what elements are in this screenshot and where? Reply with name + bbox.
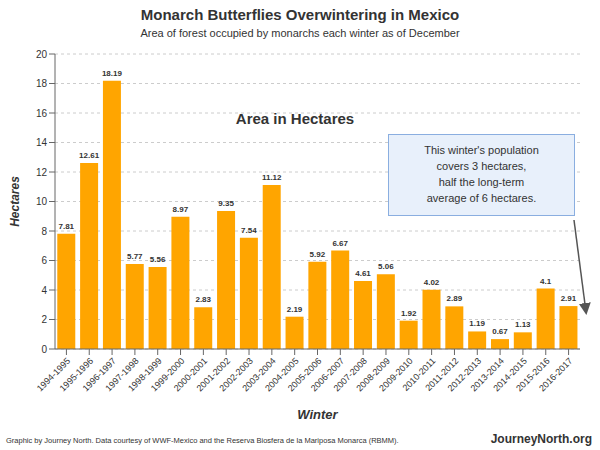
svg-text:6: 6	[41, 255, 47, 266]
svg-text:2005-2006: 2005-2006	[285, 355, 324, 394]
svg-text:4.61: 4.61	[355, 269, 371, 278]
svg-text:2.83: 2.83	[195, 295, 211, 304]
svg-text:0: 0	[41, 344, 47, 355]
svg-text:2.89: 2.89	[447, 294, 463, 303]
svg-text:1994-1995: 1994-1995	[34, 355, 73, 394]
svg-text:2002-2003: 2002-2003	[217, 355, 255, 394]
svg-text:16: 16	[36, 108, 48, 119]
svg-text:2007-2008: 2007-2008	[331, 355, 370, 394]
svg-text:4.1: 4.1	[540, 277, 552, 286]
svg-text:Hectares: Hectares	[8, 176, 22, 227]
html-text:This winter's population cover: This winter's population covers 3 hectar…	[424, 144, 539, 204]
svg-text:2008-2009: 2008-2009	[354, 355, 392, 394]
svg-text:12: 12	[36, 167, 48, 178]
svg-text:10: 10	[36, 196, 48, 207]
svg-text:11.12: 11.12	[262, 173, 282, 182]
html-text:JourneyNorth.org: JourneyNorth.org	[490, 432, 592, 446]
svg-text:7.54: 7.54	[241, 226, 257, 235]
svg-text:2004-2005: 2004-2005	[263, 355, 301, 394]
svg-text:2.91: 2.91	[561, 294, 577, 303]
svg-text:2014-2015: 2014-2015	[491, 355, 529, 394]
html-text:Monarch Butterflies Overwinter: Monarch Butterflies Overwintering in Mex…	[140, 6, 460, 23]
svg-text:14: 14	[36, 137, 48, 148]
svg-text:2016-2017: 2016-2017	[537, 356, 575, 394]
svg-text:4: 4	[41, 285, 47, 296]
svg-text:2010-2011: 2010-2011	[400, 355, 438, 393]
svg-text:2013-2014: 2013-2014	[468, 355, 506, 394]
svg-text:8: 8	[41, 226, 47, 237]
svg-text:2000-2001: 2000-2001	[171, 355, 210, 394]
svg-text:1.13: 1.13	[515, 320, 531, 329]
svg-text:2003-2004: 2003-2004	[240, 355, 278, 394]
svg-text:2.19: 2.19	[287, 305, 303, 314]
svg-text:2011-2012: 2011-2012	[423, 355, 461, 393]
svg-text:2012-2013: 2012-2013	[445, 355, 484, 394]
svg-text:2: 2	[41, 314, 47, 325]
svg-text:5.56: 5.56	[150, 255, 166, 264]
svg-text:1997-1998: 1997-1998	[103, 355, 141, 394]
svg-text:5.06: 5.06	[378, 262, 394, 271]
svg-text:1.19: 1.19	[469, 319, 485, 328]
html-text:Area of forest occupied by mon: Area of forest occupied by monarchs each…	[140, 27, 460, 39]
svg-text:18: 18	[36, 78, 48, 89]
svg-text:9.35: 9.35	[218, 199, 234, 208]
svg-text:2009-2010: 2009-2010	[377, 355, 415, 394]
svg-text:8.97: 8.97	[173, 205, 189, 214]
svg-text:18.19: 18.19	[102, 69, 123, 78]
svg-text:5.77: 5.77	[127, 252, 143, 261]
svg-text:1996-1997: 1996-1997	[80, 355, 118, 394]
svg-text:2015-2016: 2015-2016	[514, 355, 552, 394]
svg-text:1.92: 1.92	[401, 309, 417, 318]
svg-text:Winter: Winter	[297, 407, 338, 422]
svg-text:0.67: 0.67	[492, 327, 508, 336]
html-text:Graphic by Journey North. Data: Graphic by Journey North. Data courtesy …	[6, 436, 399, 445]
svg-text:12.61: 12.61	[79, 151, 100, 160]
svg-text:1995-1996: 1995-1996	[57, 355, 96, 394]
svg-text:2001-2002: 2001-2002	[194, 355, 233, 394]
html-text:Area in Hectares: Area in Hectares	[235, 110, 355, 127]
svg-text:20: 20	[36, 49, 48, 60]
svg-text:2006-2007: 2006-2007	[308, 355, 347, 394]
svg-text:1998-1999: 1998-1999	[126, 355, 164, 394]
svg-text:7.81: 7.81	[58, 222, 74, 231]
svg-text:4.02: 4.02	[424, 278, 440, 287]
svg-text:6.67: 6.67	[332, 239, 348, 248]
svg-text:5.92: 5.92	[310, 250, 326, 259]
svg-text:1999-2000: 1999-2000	[149, 355, 187, 394]
